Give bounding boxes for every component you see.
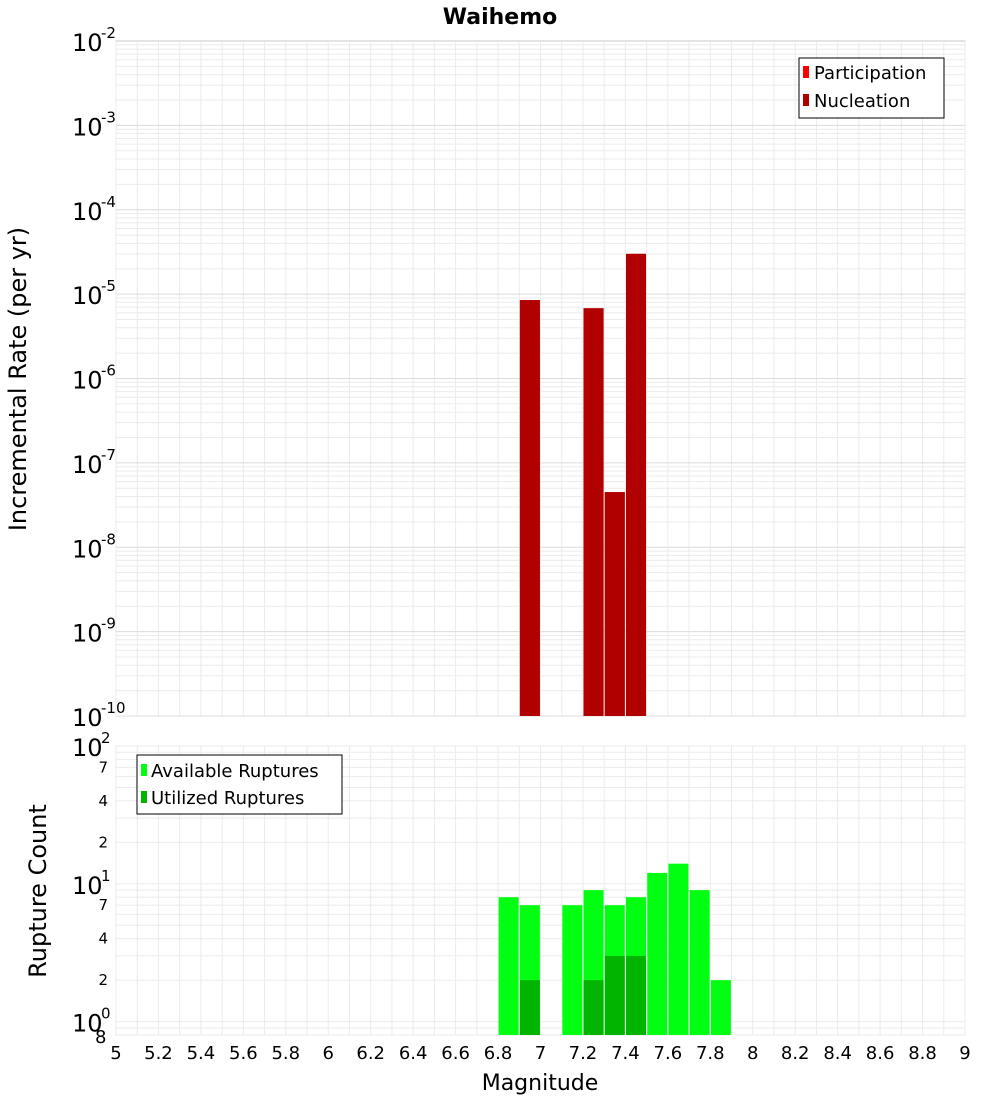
top-y-tick-exponent: -8 <box>101 530 116 548</box>
bottom-y-minor-label: 7 <box>98 896 108 914</box>
top-y-tick-label: 10 <box>72 451 103 479</box>
x-tick-label: 8.2 <box>781 1043 810 1064</box>
bottom-y-minor-label: 4 <box>98 792 108 810</box>
top-y-tick-exponent: -10 <box>101 699 126 717</box>
top-y-tick-exponent: -5 <box>101 277 116 295</box>
bottom-y-extra-label: 8 <box>95 1027 106 1048</box>
utilized-ruptures-bar <box>604 955 625 1035</box>
top-bars <box>519 253 647 716</box>
nucleation-bar <box>583 308 604 716</box>
x-tick-label: 6 <box>323 1043 334 1064</box>
bottom-legend-label: Utilized Ruptures <box>151 788 304 809</box>
bottom-y-tick-exponent: 2 <box>101 729 111 747</box>
bottom-y-tick-exponent: 0 <box>101 1005 111 1023</box>
available-ruptures-bar <box>647 872 668 1035</box>
x-tick-label: 8.4 <box>823 1043 852 1064</box>
available-ruptures-bar <box>562 905 583 1035</box>
available-ruptures-bar <box>689 890 710 1035</box>
x-tick-label: 6.2 <box>356 1043 385 1064</box>
bottom-y-minor-label: 4 <box>98 930 108 948</box>
bottom-legend-swatch <box>141 791 147 803</box>
bottom-y-minor-label: 2 <box>98 833 108 851</box>
available-ruptures-bar <box>668 863 689 1035</box>
bottom-bars <box>498 863 731 1035</box>
x-tick-label: 9 <box>959 1043 970 1064</box>
top-y-tick-exponent: -3 <box>101 108 116 126</box>
top-y-tick-label: 10 <box>72 282 103 310</box>
available-ruptures-bar <box>498 897 519 1035</box>
top-legend-box <box>798 57 945 119</box>
utilized-ruptures-bar <box>583 980 604 1035</box>
top-gridlines <box>115 41 966 717</box>
top-legend-swatch <box>803 66 809 78</box>
x-tick-label: 8.8 <box>908 1043 937 1064</box>
top-y-tick-exponent: -4 <box>101 193 116 211</box>
x-axis-ticks: 5 5.2 5.4 5.6 5.8 6 6.2 6.4 6.6 6.8 7 7.2 7.4 7.6 7.8 8… <box>110 1043 970 1064</box>
top-y-tick-exponent: -9 <box>101 615 116 633</box>
top-y-tick-exponent: -7 <box>101 446 116 464</box>
available-ruptures-bar <box>710 980 731 1035</box>
x-tick-label: 7.8 <box>696 1043 725 1064</box>
bottom-legend-box <box>136 754 343 815</box>
top-y-tick-label: 10 <box>72 367 103 395</box>
top-y-tick-label: 10 <box>72 113 103 141</box>
bottom-y-tick-label: 10 <box>72 1010 103 1038</box>
bottom-y-tick-label: 10 <box>72 734 103 762</box>
bottom-y-minor-label: 7 <box>98 758 108 776</box>
x-tick-label: 7 <box>535 1043 546 1064</box>
x-tick-label: 6.8 <box>484 1043 513 1064</box>
x-tick-label: 7.2 <box>569 1043 598 1064</box>
bottom-legend-swatch <box>141 764 147 776</box>
x-tick-label: 5.8 <box>271 1043 300 1064</box>
bottom-y-minor-label: 2 <box>98 971 108 989</box>
x-tick-label: 5.2 <box>144 1043 173 1064</box>
x-tick-label: 5.6 <box>229 1043 258 1064</box>
nucleation-bar <box>626 253 647 716</box>
x-tick-label: 8 <box>747 1043 758 1064</box>
top-legend-label: Participation <box>814 63 926 84</box>
top-y-tick-exponent: -6 <box>101 362 116 380</box>
bottom-gridlines <box>115 745 966 1036</box>
bottom-legend-label: Available Ruptures <box>151 761 319 782</box>
nucleation-bar <box>604 492 625 716</box>
top-y-axis-label: Incremental Rate (per yr) <box>4 227 32 531</box>
x-tick-label: 5.4 <box>187 1043 216 1064</box>
utilized-ruptures-bar <box>519 980 540 1035</box>
top-legend-swatch <box>803 94 809 106</box>
x-tick-label: 8.6 <box>866 1043 895 1064</box>
x-tick-label: 7.6 <box>654 1043 683 1064</box>
x-tick-label: 6.4 <box>399 1043 428 1064</box>
top-y-tick-label: 10 <box>72 704 103 732</box>
bottom-y-axis-label: Rupture Count <box>24 804 52 978</box>
top-y-tick-label: 10 <box>72 198 103 226</box>
x-tick-label: 5 <box>110 1043 121 1064</box>
top-legend: Participation Nucleation <box>798 57 945 119</box>
top-y-tick-exponent: -2 <box>101 24 116 42</box>
chart-title: Waihemo <box>443 5 558 30</box>
top-y-tick-label: 10 <box>72 29 103 57</box>
top-y-tick-label: 10 <box>72 620 103 648</box>
top-legend-label: Nucleation <box>814 91 910 112</box>
x-tick-label: 6.6 <box>441 1043 470 1064</box>
utilized-ruptures-bar <box>626 955 647 1035</box>
nucleation-bar <box>519 300 540 716</box>
bottom-y-tick-label: 10 <box>72 872 103 900</box>
x-axis-label: Magnitude <box>482 1071 599 1096</box>
bottom-y-tick-exponent: 1 <box>101 867 111 885</box>
bottom-legend: Available Ruptures Utilized Ruptures <box>136 754 343 815</box>
top-panel: 10-1010-910-810-710-610-510-410-310-2Par… <box>72 24 966 732</box>
top-y-tick-label: 10 <box>72 535 103 563</box>
x-tick-label: 7.4 <box>611 1043 640 1064</box>
